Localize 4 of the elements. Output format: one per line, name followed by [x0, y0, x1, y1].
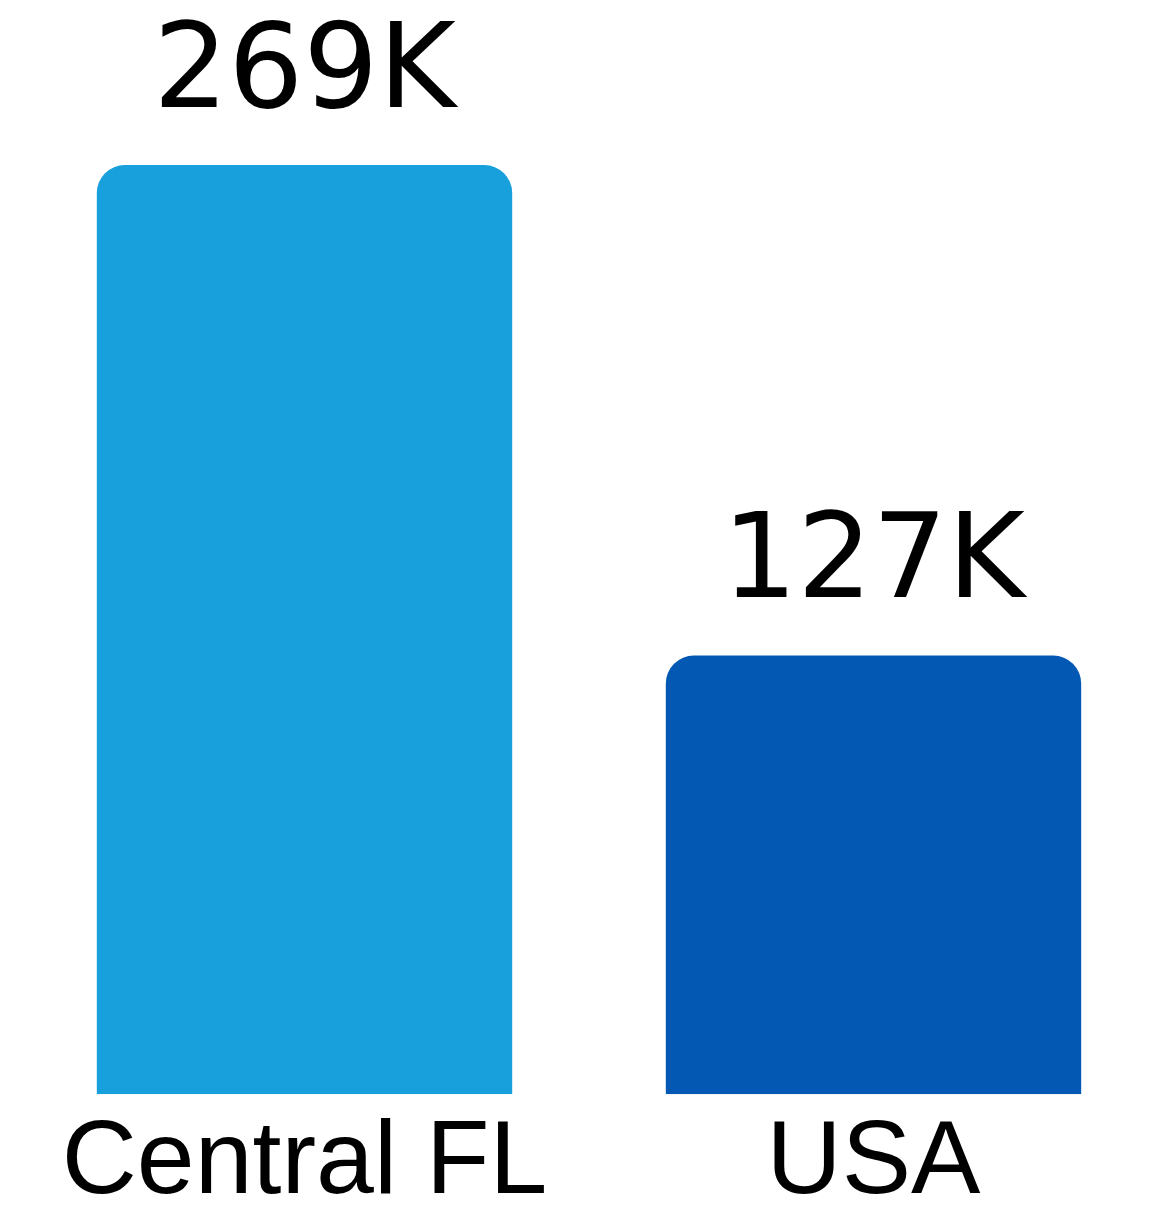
data-label: 269K	[153, 0, 459, 135]
data-label: 127K	[722, 487, 1028, 626]
x-tick-label: Central FL	[61, 1099, 548, 1216]
x-tick-label: USA	[766, 1099, 982, 1216]
